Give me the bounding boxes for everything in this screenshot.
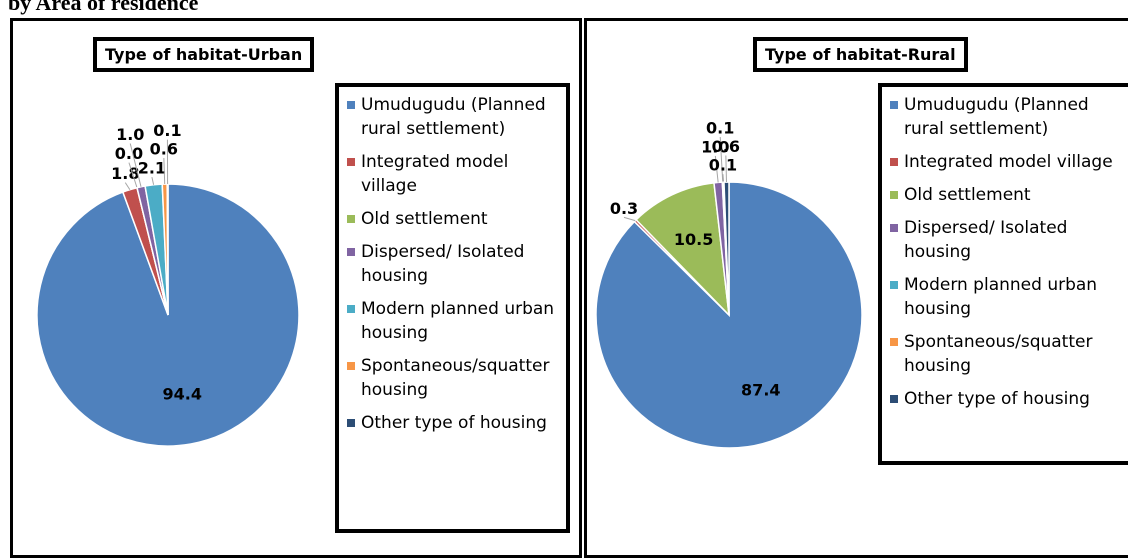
pie-slice bbox=[167, 184, 168, 315]
leader-line bbox=[726, 155, 727, 182]
data-label: 0.1 bbox=[709, 156, 737, 175]
data-label: 10.5 bbox=[674, 230, 713, 249]
data-label: 0.3 bbox=[610, 199, 638, 218]
data-label: 94.4 bbox=[162, 384, 201, 403]
legend-swatch bbox=[890, 191, 898, 199]
data-label: 2.1 bbox=[138, 159, 166, 178]
legend-label: Integrated model village bbox=[904, 150, 1113, 174]
legend-item: Modern planned urban housing bbox=[890, 273, 1128, 321]
legend-item: Dispersed/ Isolated housing bbox=[890, 216, 1128, 264]
legend-swatch bbox=[890, 101, 898, 109]
legend-item: Other type of housing bbox=[347, 411, 562, 435]
legend-item: Modern planned urban housing bbox=[347, 297, 562, 345]
leader-line bbox=[125, 183, 130, 190]
legend-label: Modern planned urban housing bbox=[361, 297, 562, 345]
legend-swatch bbox=[890, 224, 898, 232]
legend-swatch bbox=[347, 305, 355, 313]
legend-label: Dispersed/ Isolated housing bbox=[904, 216, 1128, 264]
legend-item: Integrated model village bbox=[347, 150, 562, 198]
legend-swatch bbox=[890, 395, 898, 403]
legend: Umudugudu (Planned rural settlement) Inte… bbox=[335, 83, 570, 533]
data-label: 1.8 bbox=[111, 164, 139, 183]
legend-label: Spontaneous/squatter housing bbox=[361, 354, 562, 402]
legend-swatch bbox=[890, 338, 898, 346]
legend-item: Umudugudu (Planned rural settlement) bbox=[347, 93, 562, 141]
heading: by Area of residence bbox=[8, 0, 198, 16]
data-label: 0.6 bbox=[712, 137, 740, 156]
legend-label: Modern planned urban housing bbox=[904, 273, 1128, 321]
legend-label: Old settlement bbox=[904, 183, 1031, 207]
leader-line bbox=[152, 177, 154, 185]
legend-label: Umudugudu (Planned rural settlement) bbox=[361, 93, 562, 141]
legend-item: Spontaneous/squatter housing bbox=[347, 354, 562, 402]
legend-label: Other type of housing bbox=[904, 387, 1090, 411]
data-label: 0.6 bbox=[150, 139, 178, 158]
legend-swatch bbox=[347, 158, 355, 166]
legend-item: Umudugudu (Planned rural settlement) bbox=[890, 93, 1128, 141]
data-label: 1.0 bbox=[116, 125, 144, 144]
data-label: 0.1 bbox=[706, 119, 734, 138]
legend-label: Old settlement bbox=[361, 207, 488, 231]
legend-swatch bbox=[890, 281, 898, 289]
legend-swatch bbox=[347, 362, 355, 370]
legend-swatch bbox=[890, 158, 898, 166]
legend: Umudugudu (Planned rural settlement) Inte… bbox=[878, 83, 1128, 465]
legend-item: Old settlement bbox=[347, 207, 562, 231]
legend-label: Dispersed/ Isolated housing bbox=[361, 240, 562, 288]
page: by Area of residence (() => { const data… bbox=[0, 0, 1128, 541]
legend-swatch bbox=[347, 101, 355, 109]
chart-title: Type of habitat-Urban bbox=[93, 37, 314, 72]
chart-title: Type of habitat-Rural bbox=[753, 37, 968, 72]
data-label: 0.1 bbox=[153, 121, 181, 140]
legend-label: Other type of housing bbox=[361, 411, 547, 435]
legend-swatch bbox=[347, 419, 355, 427]
legend-item: Spontaneous/squatter housing bbox=[890, 330, 1128, 378]
legend-swatch bbox=[347, 248, 355, 256]
data-label: 87.4 bbox=[741, 381, 780, 400]
legend-label: Integrated model village bbox=[361, 150, 562, 198]
legend-item: Dispersed/ Isolated housing bbox=[347, 240, 562, 288]
legend-label: Umudugudu (Planned rural settlement) bbox=[904, 93, 1128, 141]
leader-line bbox=[723, 174, 724, 182]
legend-swatch bbox=[347, 215, 355, 223]
legend-item: Integrated model village bbox=[890, 150, 1128, 174]
legend-item: Other type of housing bbox=[890, 387, 1128, 411]
legend-item: Old settlement bbox=[890, 183, 1128, 207]
legend-label: Spontaneous/squatter housing bbox=[904, 330, 1128, 378]
